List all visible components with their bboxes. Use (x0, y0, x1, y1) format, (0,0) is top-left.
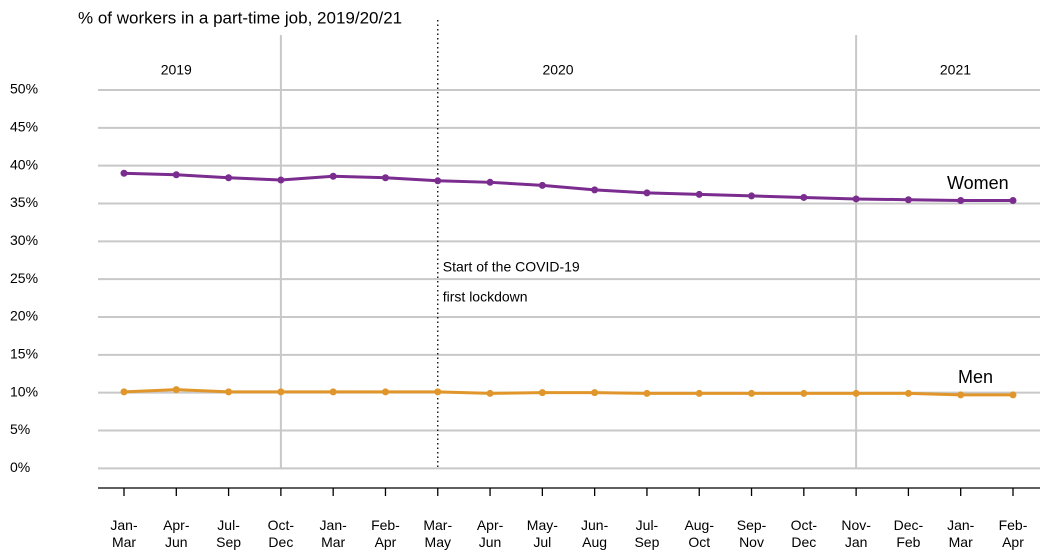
x-tick-label: Feb-Apr (371, 517, 400, 550)
data-point (591, 186, 599, 194)
annotation: first lockdown (443, 289, 528, 305)
data-point (1009, 196, 1017, 204)
year-label: 2021 (940, 62, 971, 78)
data-point (538, 389, 546, 397)
y-tick-label: 45% (10, 119, 38, 135)
data-point (957, 196, 965, 204)
data-point (643, 189, 651, 197)
x-tick-label: Apr-Jun (163, 517, 190, 550)
x-tick-label: Jan-Mar (110, 517, 138, 550)
data-point (643, 389, 651, 397)
y-tick-label: 20% (10, 308, 38, 324)
series-line (123, 388, 1013, 397)
x-tick-label: Oct-Dec (268, 517, 295, 550)
x-tick-label: May-Jul (527, 517, 558, 550)
x-tick-label: Jul-Sep (216, 517, 241, 550)
data-point (904, 389, 912, 397)
x-tick-label: Aug-Oct (684, 517, 714, 550)
data-point (748, 192, 756, 200)
x-tick-label: Nov-Jan (841, 517, 871, 550)
year-label: 2020 (542, 62, 573, 78)
x-tick-label: Sep-Nov (737, 517, 767, 550)
y-tick-label: 40% (10, 156, 38, 172)
data-point (381, 174, 389, 182)
data-point (225, 174, 233, 182)
x-tick-label: Jan-Mar (947, 517, 975, 550)
x-tick-label: Feb-Apr (999, 517, 1028, 550)
data-point (172, 386, 180, 394)
data-point (434, 388, 442, 396)
data-point (225, 388, 233, 396)
data-point (695, 190, 703, 198)
x-tick-label: Jul-Sep (634, 517, 659, 550)
y-tick-label: 30% (10, 232, 38, 248)
data-point (852, 389, 860, 397)
x-tick-label: Jun-Aug (581, 517, 609, 550)
data-point (172, 171, 180, 179)
y-tick-label: 0% (10, 459, 30, 475)
y-tick-label: 10% (10, 383, 38, 399)
series-label: Men (958, 367, 993, 387)
data-point (852, 195, 860, 203)
y-tick-label: 35% (10, 194, 38, 210)
series-line (123, 171, 1013, 202)
x-tick-label: Dec-Feb (894, 517, 924, 550)
data-point (329, 172, 337, 180)
y-tick-label: 25% (10, 270, 38, 286)
data-point (748, 389, 756, 397)
data-point (486, 178, 494, 186)
chart-title: % of workers in a part-time job, 2019/20… (78, 8, 402, 27)
series-label: Women (947, 173, 1009, 193)
data-point (957, 391, 965, 399)
data-point (329, 388, 337, 396)
x-tick-label: Oct-Dec (791, 517, 818, 550)
data-point (486, 389, 494, 397)
y-tick-label: 5% (10, 421, 30, 437)
data-point (120, 388, 128, 396)
y-tick-label: 50% (10, 81, 38, 97)
data-point (800, 193, 808, 201)
data-point (904, 196, 912, 204)
data-point (434, 177, 442, 185)
annotation: Start of the COVID-19 (443, 259, 580, 275)
data-point (381, 388, 389, 396)
y-tick-label: 15% (10, 346, 38, 362)
data-point (277, 176, 285, 184)
data-point (800, 389, 808, 397)
x-tick-label: Apr-Jun (477, 517, 504, 550)
data-point (538, 181, 546, 189)
x-tick-label: Jan-Mar (320, 517, 348, 550)
data-point (277, 388, 285, 396)
data-point (1009, 391, 1017, 399)
data-point (120, 169, 128, 177)
x-tick-label: Mar-May (423, 517, 452, 550)
data-point (591, 389, 599, 397)
year-label: 2019 (161, 62, 192, 78)
data-point (695, 389, 703, 397)
